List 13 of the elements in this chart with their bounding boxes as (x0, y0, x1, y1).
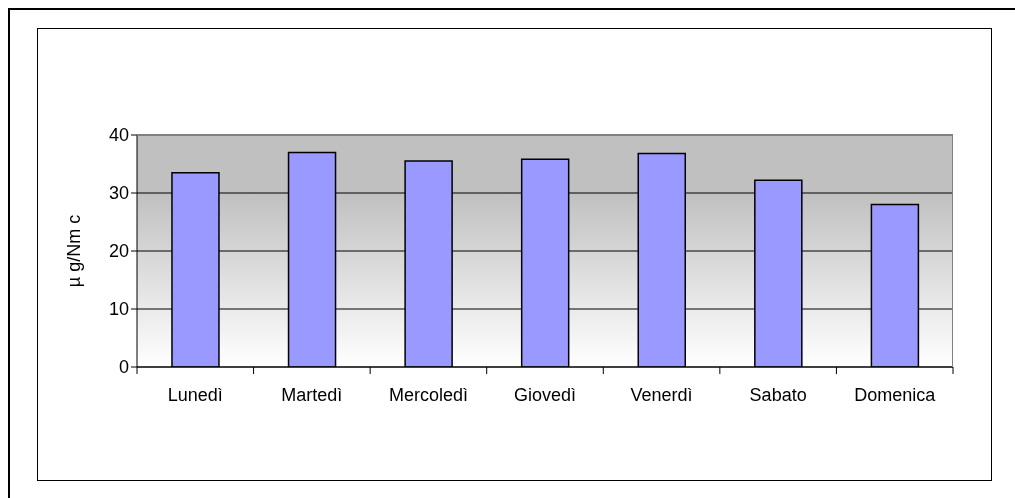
y-tick-label: 20 (108, 241, 129, 262)
y-tick-label: 0 (118, 357, 129, 378)
x-tick-label: Mercoledì (388, 384, 468, 405)
y-tick-label: 10 (108, 299, 129, 320)
x-tick-label: Venerdì (630, 384, 693, 405)
y-tick-label: 40 (108, 125, 129, 146)
x-tick-label: Domenica (854, 384, 937, 405)
x-tick-label: Lunedì (167, 384, 223, 405)
x-tick-label: Sabato (749, 384, 807, 405)
x-tick-label: Giovedì (513, 384, 577, 405)
y-tick-label: 30 (108, 183, 129, 204)
y-axis-title: µ g/Nm c (64, 214, 84, 288)
x-tick-label: Martedì (281, 384, 343, 405)
